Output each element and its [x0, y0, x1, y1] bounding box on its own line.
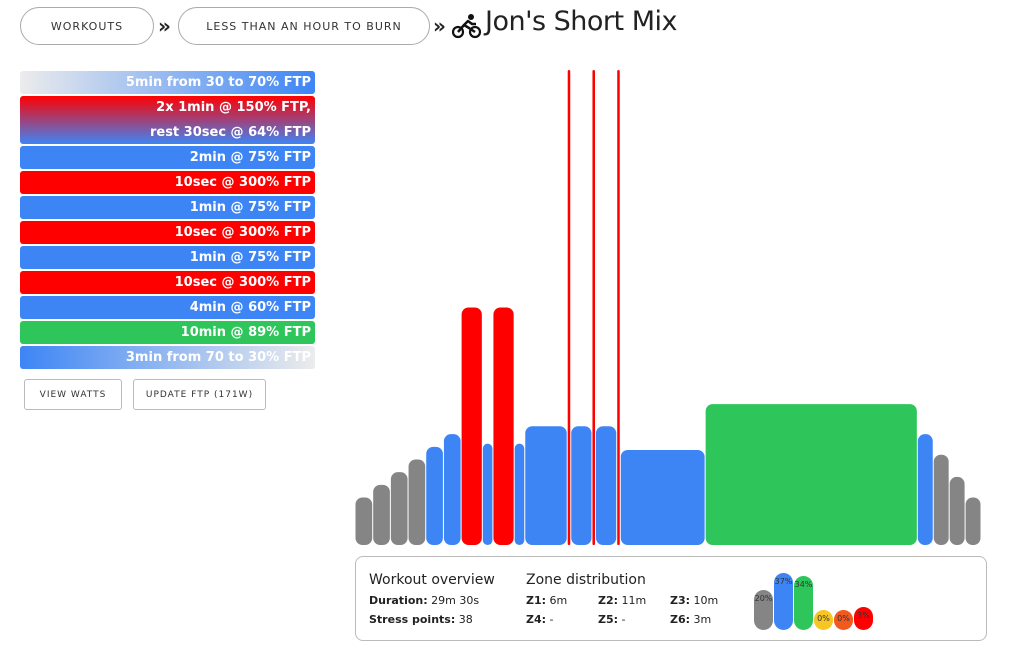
zone-value: - [621, 613, 626, 626]
workout-block [482, 443, 493, 545]
stat: Stress points: 38 [369, 613, 473, 626]
workout-block [461, 307, 482, 545]
interval-item[interactable]: 10sec @ 300% FTP [20, 271, 315, 294]
breadcrumb-button[interactable]: LESS THAN AN HOUR TO BURN [178, 7, 430, 45]
zone-time: Z3: 10m [670, 594, 718, 607]
interval-text: 10sec @ 300% FTP [174, 175, 311, 190]
update-ftp-button[interactable]: UPDATE FTP (171W) [133, 379, 266, 410]
zone-bar [854, 607, 873, 630]
workout-block [390, 472, 408, 545]
workout-block [595, 426, 617, 545]
stat-value: 29m 30s [431, 594, 480, 607]
workout-block [965, 497, 981, 545]
interval-text: 1min @ 75% FTP [189, 200, 311, 215]
zone-value: 10m [693, 594, 719, 607]
zone-bar [834, 610, 853, 630]
interval-text: 1min @ 75% FTP [189, 250, 311, 265]
breadcrumb-button[interactable]: WORKOUTS [20, 7, 154, 45]
zone-percent: 3% [857, 611, 870, 620]
zone-label: Z6: [670, 613, 691, 626]
zone-time: Z6: 3m [670, 613, 711, 626]
zone-percent: 20% [755, 594, 773, 603]
interval-text: 4min @ 60% FTP [189, 300, 311, 315]
zone-bar [794, 576, 813, 630]
interval-text: 2min @ 75% FTP [189, 150, 311, 165]
interval-text: 3min from 70 to 30% FTP [125, 350, 311, 365]
stat-label: Stress points: [369, 613, 456, 626]
zone-label: Z2: [598, 594, 619, 607]
workout-block [917, 434, 933, 545]
workout-block [373, 484, 390, 545]
interval-item[interactable]: 10sec @ 300% FTP [20, 221, 315, 244]
zone-label: Z1: [526, 594, 547, 607]
zone-time: Z4: - [526, 613, 554, 626]
interval-text: 5min from 30 to 70% FTP [125, 75, 311, 90]
zone-bar [754, 590, 773, 630]
zone-bar [774, 573, 793, 630]
stat-value: 38 [458, 613, 473, 626]
zone-value: 3m [693, 613, 712, 626]
zone-bar [814, 610, 833, 630]
interval-item[interactable]: 10sec @ 300% FTP [20, 171, 315, 194]
workout-chart [355, 70, 981, 545]
bike-icon [452, 14, 482, 39]
workout-block [525, 426, 567, 545]
workout-block [592, 70, 595, 545]
interval-text: 10sec @ 300% FTP [174, 275, 311, 290]
stat: Duration: 29m 30s [369, 594, 479, 607]
zone-value: 11m [621, 594, 647, 607]
workout-block [443, 434, 461, 545]
zone-label: Z5: [598, 613, 619, 626]
interval-item[interactable]: 1min @ 75% FTP [20, 196, 315, 219]
zone-percent: 0% [837, 614, 850, 623]
separator: » [433, 14, 446, 38]
interval-item[interactable]: 2x 1min @ 150% FTP, rest 30sec @ 64% FTP [20, 96, 315, 144]
workout-block [408, 459, 426, 545]
interval-item[interactable]: 10min @ 89% FTP [20, 321, 315, 344]
workout-block [949, 476, 965, 545]
workout-block [355, 497, 373, 545]
workout-block [426, 446, 443, 545]
workout-block [620, 450, 705, 545]
interval-item[interactable]: 5min from 30 to 70% FTP [20, 71, 315, 94]
workout-title: Jon's Short Mix [485, 6, 677, 37]
interval-item[interactable]: 3min from 70 to 30% FTP [20, 346, 315, 369]
workout-block [514, 443, 525, 545]
workout-block [567, 70, 571, 545]
workout-block [571, 426, 592, 545]
zone-label: Z4: [526, 613, 547, 626]
interval-text: 10sec @ 300% FTP [174, 225, 311, 240]
interval-text: rest 30sec @ 64% FTP [149, 125, 311, 140]
zone-percent: 34% [795, 580, 813, 589]
zone-time: Z2: 11m [598, 594, 646, 607]
zone-time: Z5: - [598, 613, 626, 626]
interval-text: 2x 1min @ 150% FTP, [156, 100, 311, 115]
interval-item[interactable]: 4min @ 60% FTP [20, 296, 315, 319]
separator: » [158, 14, 171, 38]
zones-title: Zone distribution [526, 572, 646, 588]
workout-block [617, 70, 620, 545]
stat-label: Duration: [369, 594, 428, 607]
zone-time: Z1: 6m [526, 594, 567, 607]
workout-block [705, 404, 917, 545]
view-watts-button[interactable]: VIEW WATTS [24, 379, 122, 410]
zone-chart: 20%37% 34% 0% 0% 3% [754, 573, 873, 630]
zone-value: - [549, 613, 554, 626]
overview-title: Workout overview [369, 572, 495, 588]
overview-panel: Workout overview Duration: 29m 30s Stres… [355, 556, 987, 641]
workout-block [493, 307, 514, 545]
zone-percent: 37% [775, 577, 793, 586]
interval-item[interactable]: 1min @ 75% FTP [20, 246, 315, 269]
zone-value: 6m [549, 594, 568, 607]
zone-percent: 0% [817, 614, 830, 623]
interval-text: 10min @ 89% FTP [180, 325, 311, 340]
workout-block [933, 454, 949, 545]
zone-label: Z3: [670, 594, 691, 607]
interval-item[interactable]: 2min @ 75% FTP [20, 146, 315, 169]
